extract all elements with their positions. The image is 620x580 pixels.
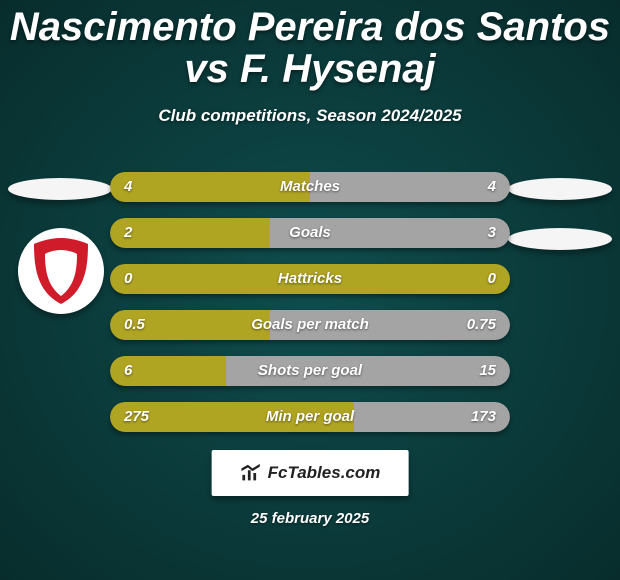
player-right-oval-top (508, 178, 612, 200)
bar-value-right: 0 (488, 264, 496, 294)
bar-value-right: 15 (479, 356, 496, 386)
chart-icon (240, 462, 262, 484)
comparison-row: Goals2 3 (110, 218, 510, 248)
generation-date: 25 february 2025 (0, 510, 620, 527)
bar-value-left: 0 (124, 264, 132, 294)
bar-label: Goals per match (110, 310, 510, 340)
comparison-row: Matches4 4 (110, 172, 510, 202)
bar-value-left: 2 (124, 218, 132, 248)
bar-value-right: 0.75 (467, 310, 496, 340)
comparison-row: Min per goal275 173 (110, 402, 510, 432)
bar-label: Matches (110, 172, 510, 202)
comparison-row: Shots per goal6 15 (110, 356, 510, 386)
bar-value-right: 4 (488, 172, 496, 202)
bar-value-left: 6 (124, 356, 132, 386)
bar-value-left: 275 (124, 402, 149, 432)
club-shield-left (18, 228, 104, 314)
comparison-row: Hattricks0 0 (110, 264, 510, 294)
player-right-oval-mid (508, 228, 612, 250)
shield-icon (30, 236, 92, 306)
page-root: Nascimento Pereira dos Santos vs F. Hyse… (0, 0, 620, 580)
bar-label: Hattricks (110, 264, 510, 294)
bar-value-left: 0.5 (124, 310, 145, 340)
bar-label: Goals (110, 218, 510, 248)
bar-value-right: 173 (471, 402, 496, 432)
bar-label: Shots per goal (110, 356, 510, 386)
bar-value-left: 4 (124, 172, 132, 202)
comparison-row: Goals per match0.5 0.75 (110, 310, 510, 340)
bar-value-right: 3 (488, 218, 496, 248)
page-title: Nascimento Pereira dos Santos vs F. Hyse… (0, 0, 620, 90)
page-subtitle: Club competitions, Season 2024/2025 (0, 106, 620, 126)
comparison-bars: Matches4 4 Goals2 3 Hattricks0 0 Goals per mat… (110, 172, 510, 448)
bar-label: Min per goal (110, 402, 510, 432)
player-left-oval-top (8, 178, 112, 200)
branding-text: FcTables.com (268, 463, 381, 483)
branding-badge: FcTables.com (212, 450, 409, 496)
